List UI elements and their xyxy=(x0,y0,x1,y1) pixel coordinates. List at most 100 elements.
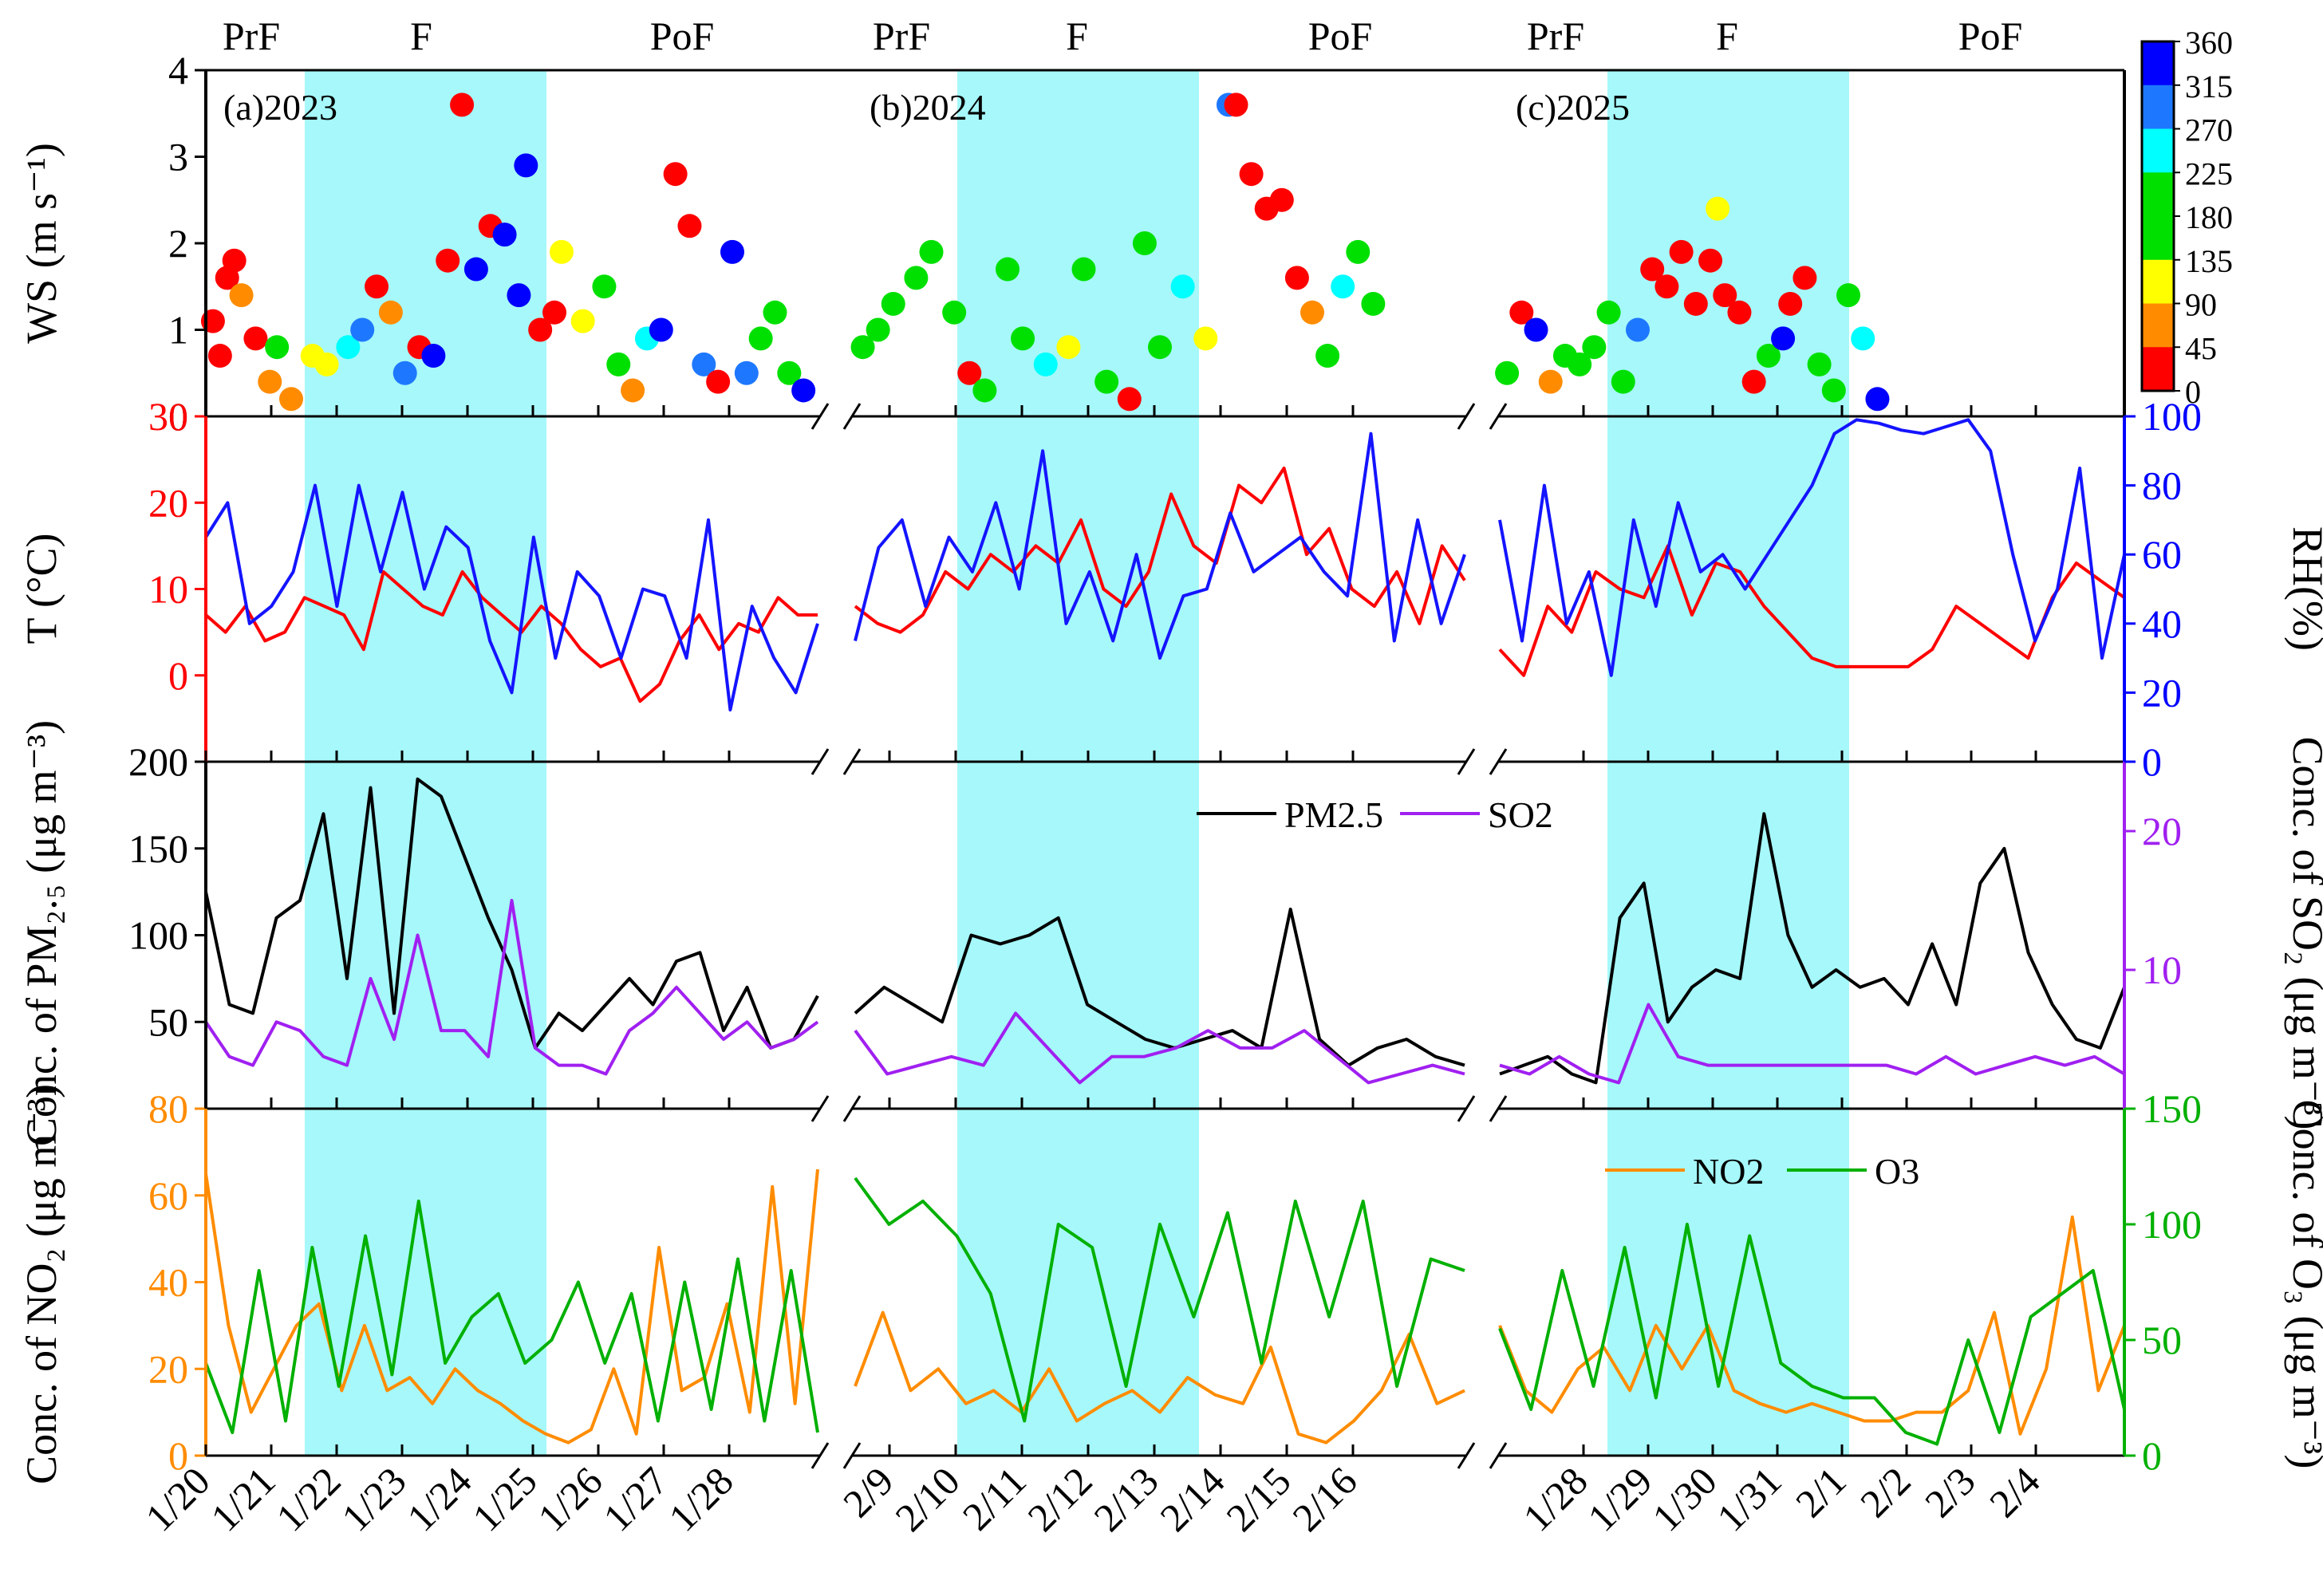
xtick-label-2-7: 2/4 xyxy=(1981,1458,2049,1526)
year-labels: (a)2023 (b)2024 (c)2025 xyxy=(223,87,1630,128)
ytick-label-right-1-3: 60 xyxy=(2142,532,2182,577)
wind-point-1-15 xyxy=(1132,231,1157,255)
xtick-label-1-3: 2/12 xyxy=(1019,1458,1100,1539)
wind-point-0-27 xyxy=(549,239,574,264)
wind-point-1-3 xyxy=(904,266,929,290)
wind-point-1-23 xyxy=(1269,187,1294,212)
legend-o3-label: O3 xyxy=(1875,1151,1919,1192)
wind-point-0-4 xyxy=(229,283,254,308)
wind-point-2-21 xyxy=(1778,291,1803,316)
break-slash-b-0-1 xyxy=(842,748,862,775)
wind-point-1-6 xyxy=(957,361,982,385)
xtick-label-1-6: 2/15 xyxy=(1217,1458,1299,1539)
phase-label-pre-0: PrF xyxy=(223,14,280,58)
xtick-label-0-3: 1/23 xyxy=(333,1458,414,1539)
series-o3-0 xyxy=(204,1200,819,1434)
wind-point-2-26 xyxy=(1851,326,1875,351)
wind-point-0-40 xyxy=(748,326,773,351)
wind-point-2-20 xyxy=(1771,326,1796,351)
wind-point-0-20 xyxy=(463,257,488,282)
wind-point-2-23 xyxy=(1807,352,1832,376)
series-rh-0 xyxy=(204,483,819,711)
wind-point-0-24 xyxy=(514,153,538,178)
wind-point-2-5 xyxy=(1568,352,1592,376)
ytick-label-left-3-3: 60 xyxy=(148,1173,188,1218)
phase-label-festival-1: F xyxy=(410,14,432,58)
series-no2-0 xyxy=(204,1168,819,1444)
break-slash-a-0-3 xyxy=(810,1442,830,1469)
ylabel-no2: Conc. of NO₂ (μg m⁻³) xyxy=(18,1084,65,1484)
ytick-label-left-0-0: 0 xyxy=(168,394,188,439)
wind-point-0-7 xyxy=(265,335,290,360)
wind-point-1-29 xyxy=(1361,291,1386,316)
year-label-1: (b)2024 xyxy=(870,87,986,128)
xtick-label-2-1: 1/29 xyxy=(1579,1458,1660,1539)
series-t-0 xyxy=(204,569,818,703)
wind-direction-colorbar: 360 315 270 225 180 135 90 45 0 xyxy=(2140,25,2233,410)
wind-point-0-41 xyxy=(763,300,787,325)
break-slash-a-0-1 xyxy=(810,748,830,775)
wind-point-1-7 xyxy=(972,378,997,403)
wind-point-1-1 xyxy=(866,317,890,342)
ytick-label-left-2-3: 200 xyxy=(128,739,188,784)
wind-point-0-1 xyxy=(207,344,232,368)
series-o3-2 xyxy=(1498,1223,2126,1446)
colorbar-label-2: 270 xyxy=(2185,112,2233,148)
wind-point-0-23 xyxy=(507,283,531,308)
wind-point-2-15 xyxy=(1706,196,1730,221)
wind-point-1-8 xyxy=(996,257,1020,282)
xtick-label-0-1: 1/21 xyxy=(202,1458,283,1539)
wind-point-0-18 xyxy=(436,248,460,273)
ytick-label-right-3-3: 150 xyxy=(2142,1086,2202,1131)
wind-point-0-15 xyxy=(392,361,417,385)
phase-label-festival-7: F xyxy=(1716,14,1738,58)
break-slash-b-0-0 xyxy=(842,403,862,430)
wind-point-0-43 xyxy=(791,378,816,403)
phase-label-post-5: PoF xyxy=(1308,14,1373,58)
wind-point-0-28 xyxy=(570,309,595,333)
wind-point-1-17 xyxy=(1170,274,1195,299)
xtick-label-2-6: 2/3 xyxy=(1916,1458,1984,1526)
xtick-label-0-8: 1/28 xyxy=(660,1458,741,1539)
series-lines xyxy=(204,418,2126,1446)
series-t-1 xyxy=(854,467,1466,634)
wind-point-1-4 xyxy=(919,239,944,264)
wind-point-0-39 xyxy=(734,361,759,385)
wind-point-1-28 xyxy=(1346,239,1371,264)
xtick-label-0-6: 1/26 xyxy=(529,1458,610,1539)
wind-point-2-14 xyxy=(1698,248,1723,273)
ytick-label-right-3-0: 0 xyxy=(2142,1433,2162,1478)
y-axis-labels: WS (m s⁻¹)T (°C)Conc. of PM₂.₅ (μg m⁻³)C… xyxy=(18,143,2323,1484)
break-slash-a-1-1 xyxy=(1457,748,1476,775)
wind-point-0-13 xyxy=(365,274,389,299)
ytick-label-left-0-2: 2 xyxy=(168,221,188,266)
break-slash-b-0-2 xyxy=(842,1095,862,1122)
colorbar-segment-0 xyxy=(2142,41,2174,86)
phase-label-festival-4: F xyxy=(1066,14,1088,58)
series-pm25-0 xyxy=(204,777,819,1050)
axis-gap-1-0 xyxy=(1466,410,1498,423)
wind-point-1-13 xyxy=(1094,369,1119,394)
wind-point-2-22 xyxy=(1793,266,1817,290)
ytick-label-right-1-4: 80 xyxy=(2142,463,2182,508)
colorbar-segment-7 xyxy=(2142,347,2174,392)
phase-label-post-8: PoF xyxy=(1958,14,2023,58)
wind-point-0-6 xyxy=(258,369,282,394)
phase-labels: PrF F PoF PrF F PoF PrF F PoF xyxy=(223,14,2022,58)
wind-point-0-42 xyxy=(777,361,802,385)
wind-point-0-36 xyxy=(692,352,716,376)
xtick-label-2-5: 2/2 xyxy=(1852,1458,1919,1526)
xtick-label-1-7: 2/16 xyxy=(1284,1458,1365,1539)
series-rh-2 xyxy=(1498,418,2126,677)
wind-point-1-0 xyxy=(850,335,875,360)
ytick-label-left-1-1: 10 xyxy=(148,567,188,612)
wind-point-0-30 xyxy=(606,352,631,376)
legend-so2-label: SO2 xyxy=(1488,794,1553,835)
wind-point-2-17 xyxy=(1727,300,1752,325)
ytick-label-right-1-1: 20 xyxy=(2142,670,2182,715)
ytick-label-left-2-1: 100 xyxy=(128,913,188,958)
break-slash-b-1-3 xyxy=(1489,1442,1508,1469)
series-pm25-1 xyxy=(854,907,1465,1067)
ytick-label-left-0-3: 3 xyxy=(168,135,188,179)
